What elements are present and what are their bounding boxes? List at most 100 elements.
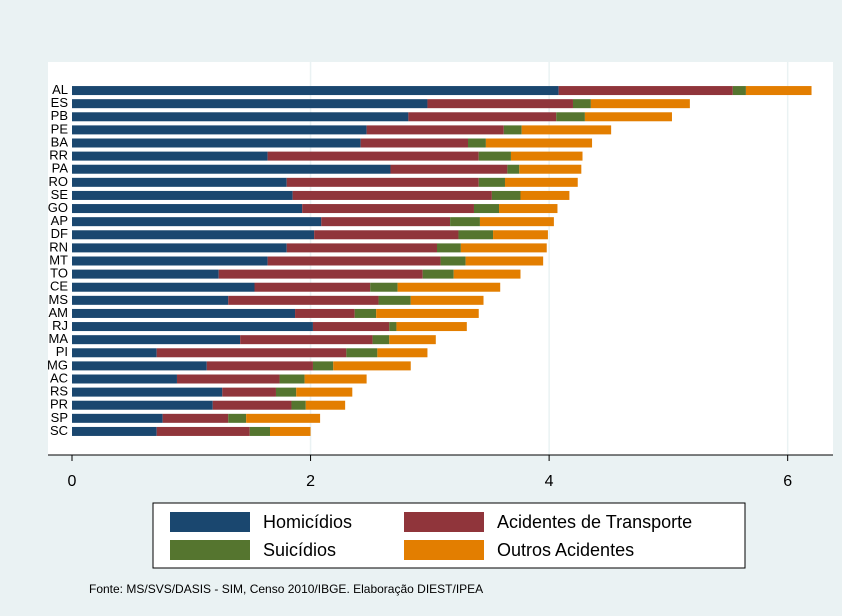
bar-segment: [295, 308, 355, 318]
bar-segment: [503, 125, 522, 135]
bar-segment: [491, 190, 521, 200]
bar-segment: [408, 112, 557, 122]
bar-segment: [72, 308, 296, 318]
bar-segment: [206, 361, 313, 371]
bar-segment: [312, 361, 334, 371]
bar-segment: [156, 348, 347, 358]
bar-segment: [72, 322, 313, 332]
bar-segment: [732, 86, 746, 96]
y-tick-label: MT: [49, 252, 68, 267]
y-tick-label: DF: [51, 226, 68, 241]
bar-segment: [275, 387, 297, 397]
y-tick-label: BA: [51, 134, 69, 149]
bar-segment: [296, 387, 353, 397]
bar-segment: [485, 138, 593, 148]
bar-segment: [422, 269, 454, 279]
bar-segment: [479, 217, 554, 227]
bar-segment: [558, 86, 733, 96]
y-tick-label: CE: [50, 279, 68, 294]
bar-segment: [72, 387, 223, 397]
x-tick-label: 4: [545, 473, 554, 490]
bar-segment: [240, 335, 373, 345]
bar-segment: [389, 335, 436, 345]
bar-segment: [314, 230, 459, 240]
bar-segment: [436, 243, 461, 253]
bar-segment: [370, 282, 398, 292]
bar-segment: [473, 204, 500, 214]
bar-segment: [270, 426, 311, 436]
bar-segment: [72, 151, 268, 161]
bar-segment: [72, 230, 315, 240]
x-tick-label: 0: [68, 473, 77, 490]
bar-segment: [333, 361, 411, 371]
bar-segment: [304, 374, 367, 384]
bar-segment: [286, 243, 437, 253]
bar-segment: [72, 217, 322, 227]
legend-label: Acidentes de Transporte: [497, 512, 692, 532]
y-tick-label: SP: [51, 410, 68, 425]
bar-segment: [72, 282, 255, 292]
bar-segment: [292, 190, 492, 200]
bar-segment: [222, 387, 276, 397]
bar-segment: [254, 282, 371, 292]
y-tick-label: RJ: [52, 318, 68, 333]
bar-segment: [72, 269, 219, 279]
y-tick-label: SE: [51, 187, 69, 202]
bar-segment: [72, 177, 287, 187]
bar-segment: [504, 177, 578, 187]
bar-segment: [156, 426, 250, 436]
y-tick-label: ES: [51, 95, 69, 110]
bar-segment: [72, 256, 268, 266]
bar-segment: [346, 348, 378, 358]
bar-segment: [291, 400, 306, 410]
bar-segment: [556, 112, 585, 122]
legend-label: Suicídios: [263, 540, 336, 560]
bar-segment: [453, 269, 521, 279]
bar-segment: [745, 86, 812, 96]
y-tick-label: RR: [49, 148, 68, 163]
bar-segment: [176, 374, 280, 384]
bar-segment: [590, 99, 690, 109]
bar-segment: [162, 413, 229, 423]
bar-segment: [450, 217, 480, 227]
bar-segment: [360, 138, 469, 148]
y-tick-label: MA: [49, 331, 69, 346]
bar-segment: [249, 426, 271, 436]
bar-segment: [72, 400, 213, 410]
bar-segment: [72, 86, 559, 96]
y-tick-label: GO: [48, 200, 68, 215]
bar-segment: [397, 282, 501, 292]
bar-segment: [72, 361, 207, 371]
y-tick-label: PR: [50, 397, 68, 412]
bar-segment: [321, 217, 451, 227]
bar-segment: [267, 151, 479, 161]
legend-swatch: [404, 512, 484, 532]
bar-segment: [72, 374, 177, 384]
y-tick-label: PB: [51, 108, 68, 123]
bar-segment: [72, 348, 157, 358]
bar-segment: [72, 112, 409, 122]
y-tick-label: PA: [52, 161, 69, 176]
bar-segment: [427, 99, 573, 109]
bar-segment: [458, 230, 494, 240]
bar-segment: [520, 190, 570, 200]
bar-segment: [72, 164, 391, 174]
bar-segment: [377, 348, 428, 358]
bar-segment: [212, 400, 292, 410]
y-tick-label: MG: [47, 357, 68, 372]
bar-segment: [72, 335, 241, 345]
y-tick-label: AM: [49, 305, 69, 320]
bar-segment: [410, 295, 484, 305]
legend-swatch: [170, 540, 250, 560]
bar-segment: [218, 269, 423, 279]
bar-segment: [286, 177, 479, 187]
y-tick-label: SC: [50, 423, 68, 438]
bar-segment: [468, 138, 486, 148]
bar-segment: [72, 190, 293, 200]
bar-segment: [510, 151, 583, 161]
bar-segment: [72, 99, 428, 109]
bar-segment: [390, 164, 508, 174]
bar-segment: [72, 125, 367, 135]
bar-segment: [376, 308, 479, 318]
bar-segment: [478, 151, 511, 161]
